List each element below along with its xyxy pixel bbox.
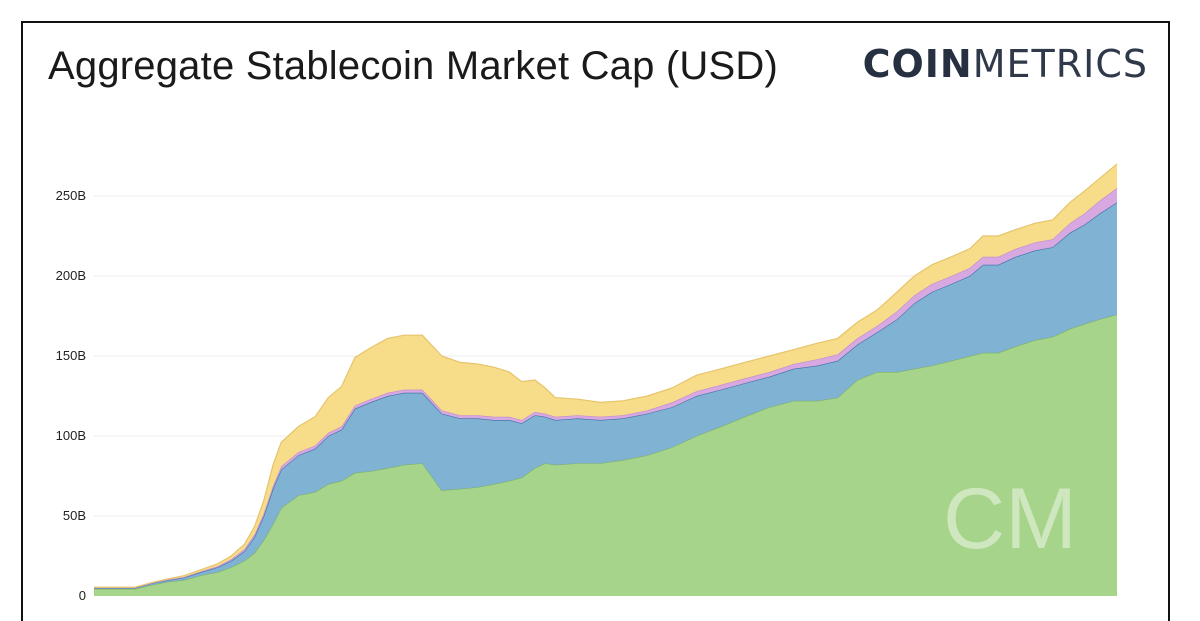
y-tick-label: 0 [79, 588, 86, 600]
y-tick-label: 50B [63, 508, 86, 523]
chart-title: Aggregate Stablecoin Market Cap (USD) [48, 44, 778, 88]
series-4-line [94, 163, 1118, 588]
brand-logo: COINMETRICS [863, 42, 1148, 86]
series-1-area [94, 314, 1117, 596]
stacked-area-chart: 0 50B 100B 150B 200B 250B CM [56, 163, 1118, 600]
area-layer [94, 163, 1118, 596]
brand-logo-part1: COIN [862, 42, 973, 86]
cm-watermark: CM [943, 471, 1077, 567]
y-tick-label: 100B [56, 428, 86, 443]
brand-logo-part2: METRICS [972, 42, 1148, 86]
y-axis: 0 50B 100B 150B 200B 250B [56, 188, 86, 600]
y-tick-label: 150B [56, 348, 86, 363]
y-tick-label: 250B [56, 188, 86, 203]
y-tick-label: 200B [56, 268, 86, 283]
